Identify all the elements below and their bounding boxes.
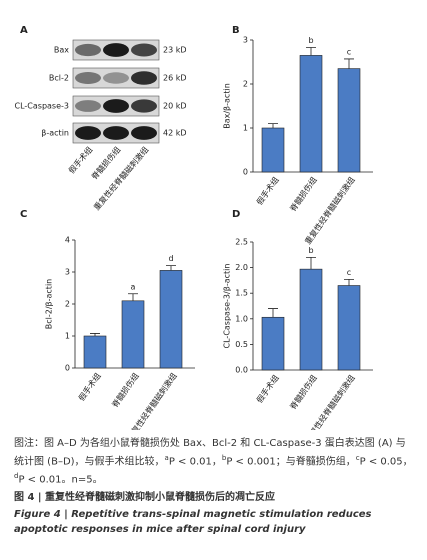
error-bar [344,278,354,286]
y-tick-label: 4 [65,236,70,245]
y-tick-label: 0 [243,168,248,177]
caption-title-cn: 图 4 | 重复性经脊髓磁刺激抑制小鼠脊髓损伤后的凋亡反应 [14,491,276,503]
blot-band [103,99,129,113]
y-axis-label: Bax/β-actin [223,83,232,129]
error-bar [306,256,316,270]
y-tick-label: 3 [65,268,70,277]
caption-note: 图注：图 A–D 为各组小鼠脊髓损伤处 Bax、Bcl-2 和 CL-Caspa… [14,436,414,488]
bar [299,55,323,173]
bar [299,268,323,371]
figure: A Bax 23 kD Bcl-2 26 kD CL-Caspase-3 20 kD β-a… [15,25,373,430]
panel-label: C [20,209,27,220]
bar [337,68,361,173]
blot-band [75,72,101,84]
error-bar [268,123,278,128]
blot-row-label: CL-Caspase-3 [15,102,70,111]
y-axis-label: Bcl-2/β-actin [45,279,54,330]
significance-label: c [347,268,351,277]
y-tick-label: 2.5 [235,238,248,247]
y-axis-label: CL-Caspase-3/β-actin [223,264,232,349]
blot-band [131,126,157,140]
error-bar [306,47,316,56]
caption-title-en: Figure 4 | Repetitive trans-spinal magne… [14,508,372,535]
panel-label: D [232,209,240,220]
blot-row-label: β-actin [41,129,69,138]
y-tick-label: 1.0 [235,314,248,323]
superscript: c [355,454,360,462]
significance-label: a [131,282,136,291]
blot-row-label: Bax [54,46,69,55]
bar [121,300,145,369]
blot-band [103,126,129,140]
bar [159,270,183,369]
caption-text: 图注：图 A–D 为各组小鼠脊髓损伤处 Bax、Bcl-2 和 CL-Caspa… [14,438,406,468]
error-bar [268,308,278,318]
blot-band [75,43,101,57]
x-tick-label: 假手术组 [76,371,103,403]
blot-band [131,99,157,113]
superscript: d [14,472,19,481]
blot-band [131,43,157,57]
panel-label: B [232,25,240,36]
bar [83,335,107,369]
blot-kd-label: 20 kD [163,102,187,111]
y-tick-label: 3 [243,36,248,45]
bar [337,285,361,371]
significance-label: b [308,36,313,45]
caption-text: P < 0.05， [359,456,413,468]
caption-text: P < 0.001；与脊髓损伤组， [226,456,356,468]
y-tick-label: 1 [243,124,248,133]
y-tick-label: 0.5 [235,340,248,349]
significance-label: b [308,246,313,255]
y-tick-label: 1 [65,332,70,341]
superscript: a [164,454,169,462]
blot-row-label: Bcl-2 [49,74,69,83]
blot-band [75,100,101,112]
x-tick-label: 假手术组 [254,373,281,405]
bar [261,316,285,371]
error-bar [166,265,176,271]
x-tick-label: 脊髓损伤组 [110,371,141,410]
blot-kd-label: 42 kD [163,129,187,138]
caption: 图注：图 A–D 为各组小鼠脊髓损伤处 Bax、Bcl-2 和 CL-Caspa… [14,436,414,537]
bar [261,127,285,173]
caption-text: P < 0.01。n=5。 [18,474,103,486]
blot-band [103,72,129,84]
panel-label: A [20,25,28,36]
blot-band [75,126,101,140]
y-tick-label: 2 [243,80,248,89]
significance-label: d [168,254,173,263]
error-bar [128,293,138,301]
blot-kd-label: 26 kD [163,74,187,83]
blot-kd-label: 23 kD [163,46,187,55]
y-tick-label: 0 [65,364,70,373]
blot-band [131,71,157,85]
blot-category: 假手术组 [66,144,94,175]
error-bar [344,58,354,69]
y-tick-label: 2 [65,300,70,309]
x-tick-label: 假手术组 [254,175,281,207]
blot-category: 重复性经脊髓磁刺激组 [91,144,150,212]
significance-label: c [347,47,351,56]
x-tick-label: 脊髓损伤组 [288,373,319,412]
error-bar [90,333,100,336]
y-tick-label: 0.0 [235,366,248,375]
y-tick-label: 1.5 [235,289,248,298]
superscript: b [221,454,227,462]
blot-band [103,43,129,57]
caption-text: P < 0.01， [168,456,222,468]
x-tick-label: 脊髓损伤组 [288,175,319,214]
y-tick-label: 2.0 [235,263,248,272]
